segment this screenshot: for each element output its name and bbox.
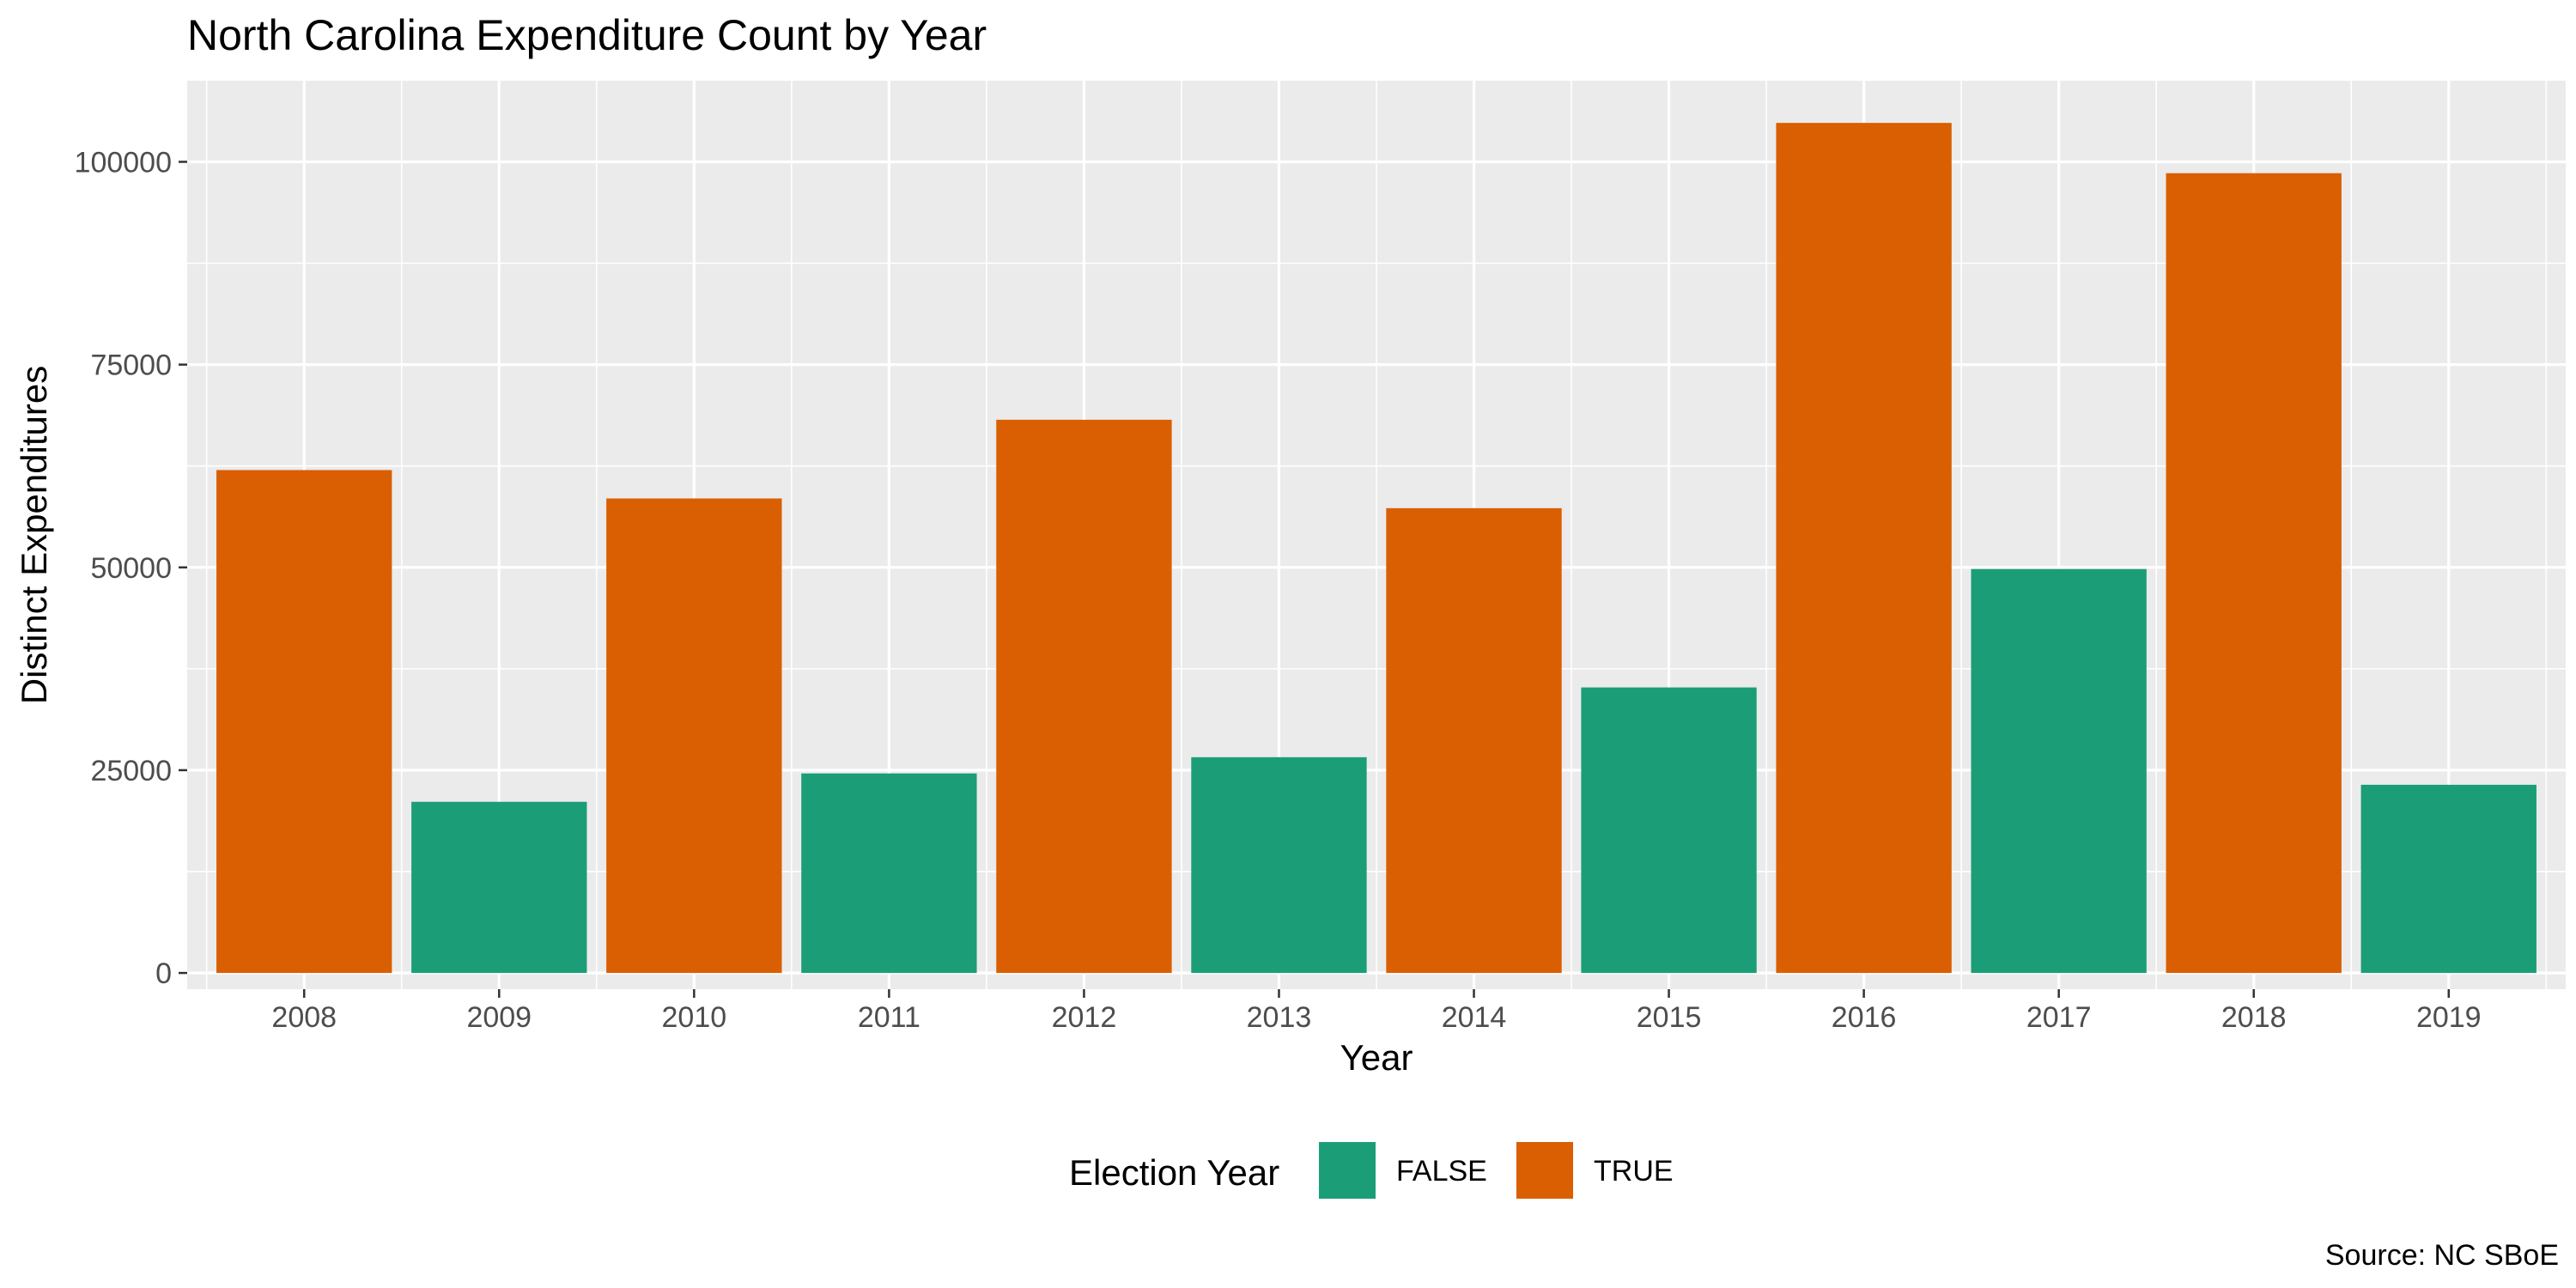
bars — [216, 123, 2537, 974]
source-caption: Source: NC SBoE — [2325, 1239, 2559, 1272]
y-tick-label: 25000 — [90, 755, 172, 787]
x-tick-label: 2018 — [2221, 1001, 2287, 1034]
x-tick-label: 2013 — [1247, 1001, 1312, 1034]
bar-2014 — [1386, 507, 1562, 974]
y-axis-title: Distinct Expenditures — [14, 366, 54, 705]
bar-2019 — [2360, 784, 2537, 974]
legend-label-false: FALSE — [1396, 1155, 1487, 1188]
x-axis-title: Year — [1340, 1037, 1413, 1078]
x-tick-label: 2009 — [466, 1001, 532, 1034]
bar-2008 — [216, 470, 392, 974]
x-tick-label: 2011 — [858, 1001, 920, 1034]
x-tick-label: 2010 — [662, 1001, 727, 1034]
legend-key-false — [1319, 1142, 1376, 1199]
legend-key-true — [1516, 1142, 1573, 1199]
bar-2018 — [2166, 173, 2342, 974]
x-tick-label: 2008 — [271, 1001, 337, 1034]
bar-2016 — [1776, 123, 1952, 974]
bar-2012 — [996, 419, 1172, 974]
y-axis: 0 25000 50000 75000 100000 — [75, 146, 187, 990]
x-tick-label: 2017 — [2026, 1001, 2092, 1034]
bar-2011 — [801, 773, 977, 974]
y-tick-label: 0 — [155, 957, 172, 990]
x-tick-label: 2016 — [1832, 1001, 1897, 1034]
x-tick-label: 2015 — [1637, 1001, 1702, 1034]
x-axis: 2008 2009 2010 2011 2012 2013 2014 2015 2016 2017… — [271, 989, 2482, 1034]
bar-2013 — [1191, 756, 1367, 974]
x-tick-label: 2014 — [1442, 1001, 1507, 1034]
legend-label-true: TRUE — [1594, 1155, 1674, 1188]
x-tick-label: 2019 — [2416, 1001, 2482, 1034]
bar-2017 — [1971, 568, 2147, 974]
legend-title: Election Year — [1069, 1152, 1279, 1193]
y-tick-label: 100000 — [75, 146, 172, 179]
y-tick-label: 50000 — [90, 552, 172, 585]
minor-gridlines — [187, 81, 2566, 989]
bar-2015 — [1581, 687, 1757, 974]
bar-2010 — [606, 498, 782, 974]
legend: Election Year FALSE TRUE — [1069, 1142, 1674, 1199]
y-tick-label: 75000 — [90, 349, 172, 382]
bar-2009 — [411, 801, 587, 974]
x-tick-label: 2012 — [1052, 1001, 1117, 1034]
chart-title: North Carolina Expenditure Count by Year — [187, 11, 987, 59]
